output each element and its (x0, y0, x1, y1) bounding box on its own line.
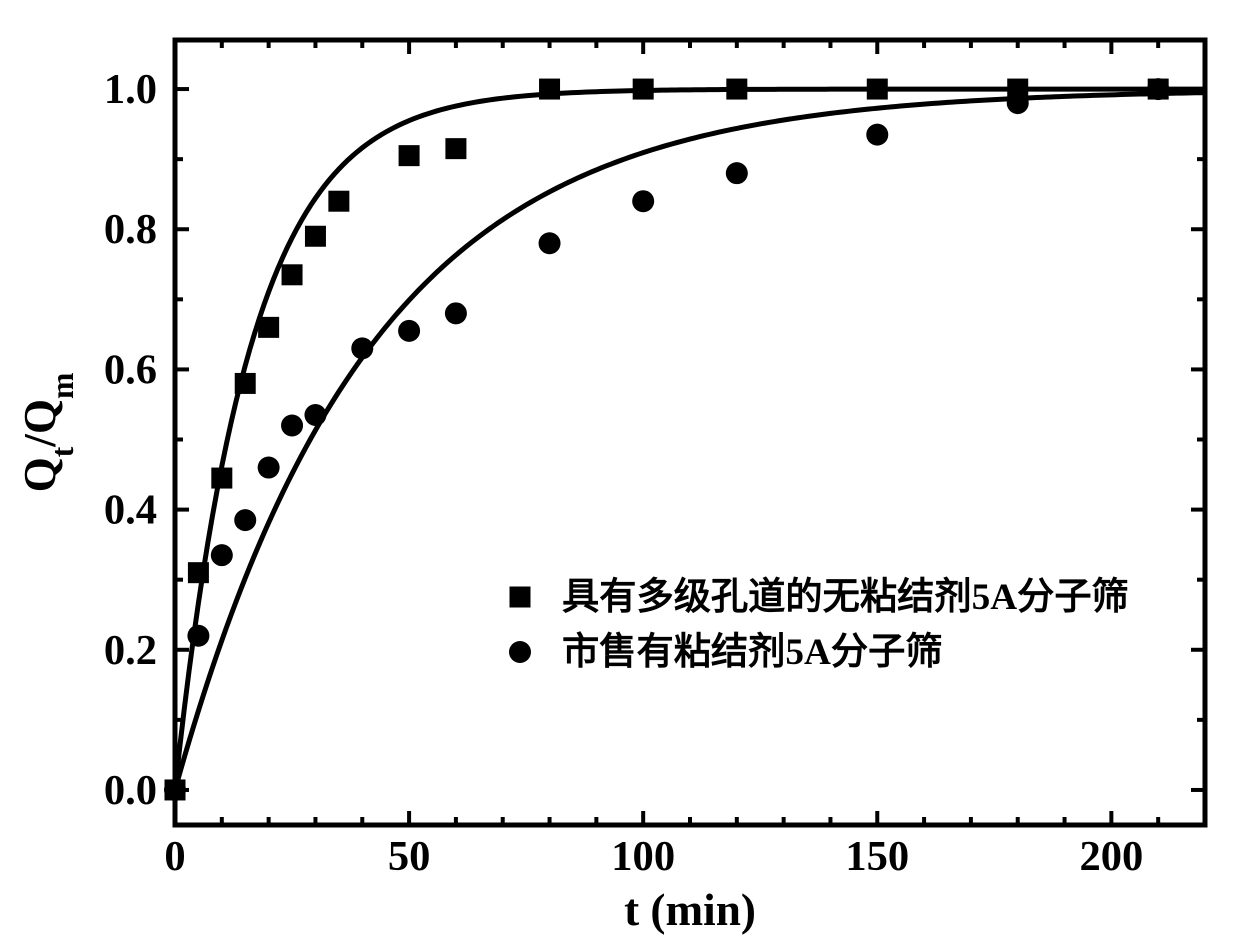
data-point (866, 124, 888, 146)
x-tick-label: 150 (845, 833, 909, 880)
legend: 具有多级孔道的无粘结剂5A分子筛市售有粘结剂5A分子筛 (509, 576, 1129, 673)
legend-label: 市售有粘结剂5A分子筛 (562, 630, 943, 673)
data-point (1147, 78, 1169, 100)
legend-marker (509, 641, 531, 663)
data-point (188, 562, 209, 583)
data-point (164, 779, 186, 801)
data-markers (164, 78, 1169, 801)
data-point (304, 404, 326, 426)
data-point (235, 373, 256, 394)
y-tick-label: 0.2 (104, 627, 157, 674)
y-tick-label: 0.6 (104, 346, 157, 393)
data-point (632, 190, 654, 212)
data-point (211, 468, 232, 489)
data-point (234, 509, 256, 531)
data-point (539, 79, 560, 100)
y-tick-label: 0.4 (104, 487, 157, 534)
data-point (281, 414, 303, 436)
data-point (258, 457, 280, 479)
x-axis-ticks: 0 50 100 150 200 (164, 40, 1205, 880)
data-point (867, 79, 888, 100)
data-point (282, 264, 303, 285)
data-point (633, 79, 654, 100)
data-point (1007, 92, 1029, 114)
data-point (398, 320, 420, 342)
plot-border (175, 40, 1205, 825)
data-point (328, 191, 349, 212)
x-tick-label: 100 (611, 833, 675, 880)
data-point (539, 232, 561, 254)
data-point (445, 302, 467, 324)
x-tick-label: 200 (1079, 833, 1143, 880)
data-point (726, 162, 748, 184)
legend-marker (510, 587, 531, 608)
y-tick-label: 0.0 (104, 767, 157, 814)
chart-container: { "chart": { "type": "scatter-with-fit",… (0, 0, 1239, 941)
y-axis-label: Qt/Qm (15, 373, 80, 493)
x-axis-label: t (min) (624, 885, 756, 935)
y-tick-label: 0.8 (104, 206, 157, 253)
y-axis-ticks: 0.0 0.2 0.4 0.6 0.8 1.0 (104, 66, 1205, 814)
data-point (445, 138, 466, 159)
data-point (399, 145, 420, 166)
x-tick-label: 0 (164, 833, 185, 880)
y-tick-label: 1.0 (104, 66, 157, 113)
x-tick-label: 50 (388, 833, 431, 880)
kinetics-chart: 050100150200 0.00.20.40.60.81.0 t (min) … (0, 0, 1239, 941)
data-point (726, 79, 747, 100)
data-point (211, 544, 233, 566)
data-point (305, 226, 326, 247)
data-point (187, 625, 209, 647)
data-point (258, 317, 279, 338)
legend-label: 具有多级孔道的无粘结剂5A分子筛 (562, 576, 1129, 618)
data-point (351, 337, 373, 359)
